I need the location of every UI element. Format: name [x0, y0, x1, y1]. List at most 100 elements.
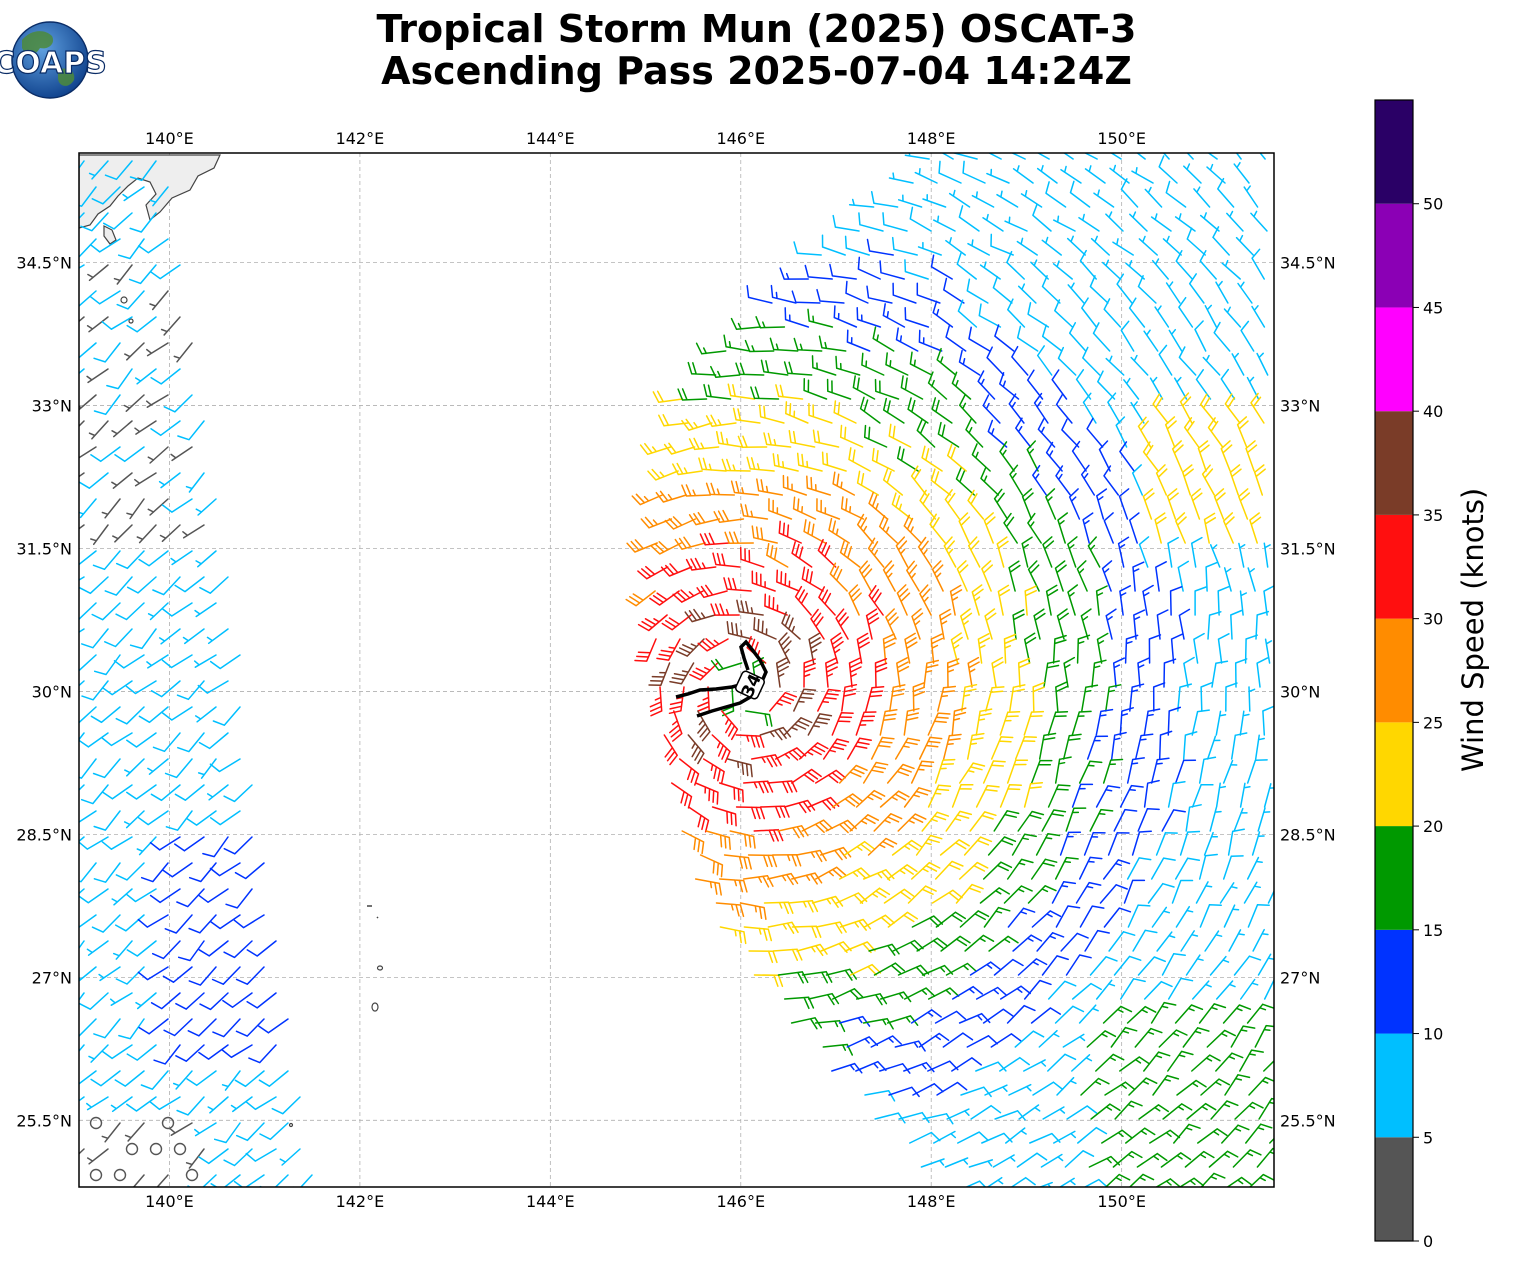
wind-barb — [1064, 1150, 1095, 1168]
wind-barb — [874, 658, 888, 688]
wind-barb — [1161, 809, 1186, 832]
wind-barb — [79, 394, 97, 411]
wind-barb — [272, 1201, 300, 1217]
wind-barb — [1103, 298, 1122, 328]
wind-barb — [176, 1096, 205, 1116]
wind-barb — [1181, 464, 1194, 496]
wind-barb — [937, 685, 957, 712]
wind-barb — [971, 584, 984, 616]
wind-barb — [897, 813, 927, 832]
colorbar-bin — [1375, 929, 1413, 1034]
wind-barb — [846, 329, 871, 352]
wind-barb — [199, 576, 229, 594]
wind-barb — [1186, 153, 1194, 160]
wind-barb — [109, 992, 133, 1006]
wind-barb — [966, 278, 989, 304]
wind-barb — [1086, 417, 1104, 448]
wind-barb — [1009, 464, 1024, 496]
wind-barb — [1055, 393, 1073, 424]
wind-barb — [1155, 1178, 1181, 1187]
wind-barb — [279, 1148, 301, 1166]
wind-barb — [919, 584, 932, 616]
wind-barb — [1239, 782, 1251, 808]
wind-barb — [1027, 560, 1040, 592]
wind-barb — [982, 760, 1006, 784]
wind-barb — [79, 992, 109, 1010]
wind-barb — [1137, 657, 1150, 688]
wind-barb — [911, 608, 924, 640]
wind-barb — [212, 706, 241, 726]
wind-barb — [982, 861, 1013, 880]
lat-tick-label: 25.5°N — [1280, 1111, 1336, 1130]
wind-barb — [1119, 784, 1144, 808]
wind-barb — [1032, 203, 1052, 232]
wind-barb — [147, 602, 169, 621]
wind-barb — [1023, 710, 1045, 736]
wind-barb — [927, 784, 952, 808]
wind-barb — [1047, 784, 1071, 808]
wind-barb — [1098, 440, 1111, 472]
wind-barb — [945, 962, 978, 976]
wind-barb — [940, 935, 971, 952]
wind-barb — [984, 608, 997, 640]
wind-barb — [1246, 1003, 1274, 1024]
wind-barb — [1129, 211, 1148, 232]
colorbar-tick-label: 50 — [1423, 195, 1443, 214]
wind-barb — [705, 482, 736, 496]
wind-barb — [981, 560, 994, 592]
wind-barb — [161, 654, 193, 669]
wind-barb — [652, 390, 684, 403]
wind-barb — [182, 524, 205, 539]
wind-barb — [900, 375, 924, 400]
wind-barb — [963, 836, 993, 856]
wind-barb — [1215, 782, 1227, 808]
wind-barb — [1113, 808, 1138, 832]
wind-barb — [1209, 807, 1222, 832]
wind-barb — [804, 264, 833, 280]
wind-barb — [1252, 928, 1269, 952]
wind-barb — [655, 490, 688, 503]
wind-barb — [1223, 567, 1232, 592]
calm-circle — [125, 1142, 139, 1156]
lon-tick-label: 144°E — [526, 129, 575, 148]
wind-barb — [915, 834, 943, 856]
wind-barb — [79, 628, 85, 633]
wind-barb — [647, 468, 679, 481]
wind-barb — [212, 1018, 241, 1038]
lat-tick-label: 30°N — [32, 682, 72, 701]
wind-barb — [821, 451, 847, 472]
wind-barb — [79, 550, 97, 566]
wind-barb — [839, 540, 861, 568]
wind-barb — [198, 1044, 229, 1060]
wind-barb — [1105, 684, 1122, 712]
wind-barb — [247, 1201, 276, 1216]
wind-barb — [1030, 1007, 1062, 1024]
wind-barb — [104, 628, 133, 648]
wind-barb — [1003, 512, 1018, 544]
wind-barb — [912, 1083, 944, 1096]
wind-barb — [829, 562, 848, 592]
wind-barb — [931, 560, 944, 592]
wind-barb — [221, 1044, 253, 1059]
wind-barb — [1194, 586, 1207, 616]
wind-barb — [1065, 807, 1087, 832]
wind-barb — [113, 264, 133, 285]
wind-barb — [1038, 1029, 1060, 1048]
wind-barb — [79, 576, 85, 581]
wind-barb — [999, 784, 1023, 808]
wind-barb — [723, 334, 751, 352]
wind-barb — [710, 658, 743, 671]
wind-barb — [1041, 236, 1062, 256]
wind-barb — [921, 445, 943, 472]
wind-barb — [990, 736, 1014, 760]
wind-barb — [681, 418, 713, 431]
lon-tick-label: 146°E — [716, 1192, 765, 1211]
wind-barb — [1199, 904, 1222, 928]
wind-barb — [670, 782, 693, 809]
wind-barb — [1143, 1051, 1171, 1072]
wind-barb — [781, 611, 801, 640]
wind-barb — [195, 550, 217, 568]
wind-barb — [1007, 298, 1026, 328]
wind-barb — [1197, 1128, 1228, 1144]
